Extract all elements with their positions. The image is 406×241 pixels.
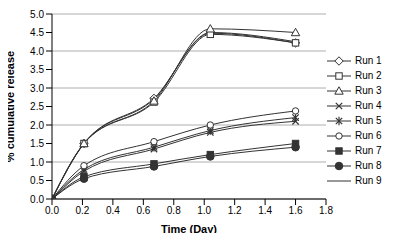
svg-text:1.0: 1.0 <box>197 205 211 216</box>
svg-text:Time (Day): Time (Day) <box>161 223 217 233</box>
html-text:Run 1: Run 1 <box>355 55 382 66</box>
svg-text:5.0: 5.0 <box>30 9 44 20</box>
svg-text:0.8: 0.8 <box>167 205 181 216</box>
svg-text:1.4: 1.4 <box>258 205 272 216</box>
svg-text:4.5: 4.5 <box>30 27 44 38</box>
svg-text:0.5: 0.5 <box>30 175 44 186</box>
svg-text:3.5: 3.5 <box>30 64 44 75</box>
svg-text:2.0: 2.0 <box>30 120 44 131</box>
svg-text:0.2: 0.2 <box>75 205 89 216</box>
html-text:Run 6: Run 6 <box>355 130 382 141</box>
html-text:Run 5: Run 5 <box>355 115 382 126</box>
svg-text:3.0: 3.0 <box>30 83 44 94</box>
svg-text:1.6: 1.6 <box>289 205 303 216</box>
svg-text:0.4: 0.4 <box>106 205 120 216</box>
html-text:Run 3: Run 3 <box>355 85 382 96</box>
svg-text:4.0: 4.0 <box>30 46 44 57</box>
svg-text:0.6: 0.6 <box>136 205 150 216</box>
svg-text:2.5: 2.5 <box>30 101 44 112</box>
html-text:Run 9: Run 9 <box>355 175 382 186</box>
svg-text:1.8: 1.8 <box>319 205 333 216</box>
svg-text:1.2: 1.2 <box>228 205 242 216</box>
svg-text:1.5: 1.5 <box>30 138 44 149</box>
svg-text:0.0: 0.0 <box>30 194 44 205</box>
html-text:Run 2: Run 2 <box>355 70 382 81</box>
html-text:Run 8: Run 8 <box>355 160 382 171</box>
svg-text:% cumulative release: % cumulative release <box>8 51 16 162</box>
html-text:Run 7: Run 7 <box>355 145 382 156</box>
html-text:Run 4: Run 4 <box>355 100 382 111</box>
svg-text:1.0: 1.0 <box>30 157 44 168</box>
svg-text:0.0: 0.0 <box>45 205 59 216</box>
